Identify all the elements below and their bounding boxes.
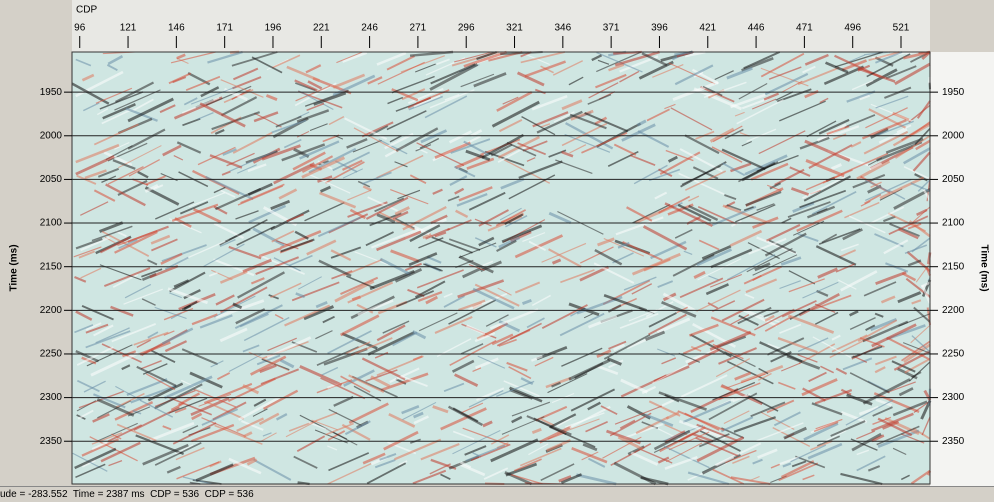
y-tick-label-right: 1950	[942, 87, 965, 98]
y-tick-label: 2050	[40, 174, 63, 185]
x-tick-label: 371	[603, 23, 620, 34]
x-tick-label: 271	[410, 23, 427, 34]
x-tick-label: 471	[796, 23, 813, 34]
x-tick-label: 446	[748, 23, 765, 34]
status-bar: ude = -283.552 Time = 2387 ms CDP = 536 …	[0, 486, 994, 502]
x-axis-label: CDP	[76, 5, 97, 16]
y-tick-label-right: 2000	[942, 130, 965, 141]
x-tick-label: 396	[651, 23, 668, 34]
x-tick-label: 421	[699, 23, 716, 34]
plot-area	[72, 52, 930, 484]
x-tick-label: 96	[74, 23, 86, 34]
x-tick-label: 521	[893, 23, 910, 34]
y-tick-label: 2250	[40, 349, 63, 360]
x-tick-label: 296	[458, 23, 475, 34]
y-tick-label-right: 2250	[942, 349, 965, 360]
y-tick-label: 2300	[40, 392, 63, 403]
y-tick-label-right: 2200	[942, 305, 965, 316]
x-tick-label: 196	[265, 23, 282, 34]
y-tick-label: 2200	[40, 305, 63, 316]
x-tick-label: 221	[313, 23, 330, 34]
x-tick-label: 321	[506, 23, 523, 34]
x-tick-label: 496	[844, 23, 861, 34]
x-tick-label: 146	[168, 23, 185, 34]
y-tick-label-right: 2300	[942, 392, 965, 403]
y-tick-label: 2100	[40, 218, 63, 229]
y-tick-label-right: 2150	[942, 261, 965, 272]
y-axis-label-right: Time (ms)	[978, 244, 989, 291]
y-tick-label-right: 2100	[942, 218, 965, 229]
seismic-view: 96 121 146 171 196 221 246 271 296 321 346 371 396 42…	[0, 0, 994, 486]
y-axis-label: Time (ms)	[9, 244, 20, 291]
y-tick-label-right: 2050	[942, 174, 965, 185]
y-tick-label: 2000	[40, 130, 63, 141]
x-tick-label: 346	[554, 23, 571, 34]
y-tick-label-right: 2350	[942, 436, 965, 447]
y-tick-label: 2350	[40, 436, 63, 447]
x-tick-label: 121	[120, 23, 137, 34]
x-tick-label: 246	[361, 23, 378, 34]
y-tick-label: 1950	[40, 87, 63, 98]
x-tick-label: 171	[216, 23, 233, 34]
y-tick-label: 2150	[40, 261, 63, 272]
